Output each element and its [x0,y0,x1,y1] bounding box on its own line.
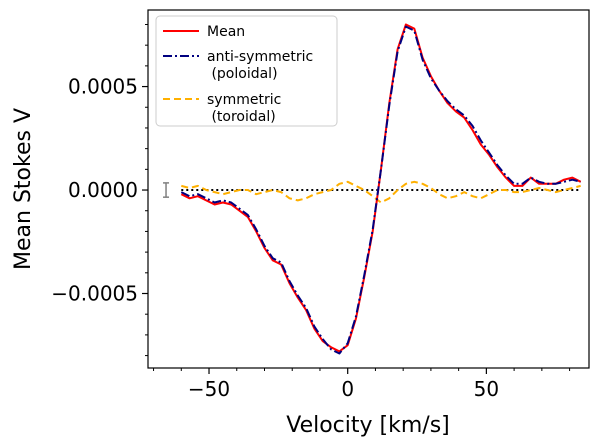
x-tick-label: 50 [474,377,499,401]
x-axis-label: Velocity [km/s] [286,413,450,438]
y-tick-label: 0.0005 [68,75,138,99]
x-tick-label: 0 [341,377,354,401]
y-axis-label: Mean Stokes V [11,108,36,270]
y-tick-label: 0.0000 [68,178,138,202]
series-line-0 [180,23,582,353]
legend-label: anti-symmetric [207,49,313,65]
plot-frame [147,9,590,369]
series-layer [180,23,582,355]
error-bar [163,182,170,198]
legend-box [155,15,338,127]
ticks-layer: −50 0 50 −0.0005 0.0000 0.0005 [51,23,571,401]
legend: Mean anti-symmetric (poloidal) symmetric (… [155,15,338,127]
legend-label: (poloidal) [207,66,278,82]
y-tick-label: −0.0005 [51,282,138,306]
series-line-1 [180,25,581,355]
legend-label: (toroidal) [207,109,276,125]
x-tick-label: −50 [188,377,230,401]
legend-label: Mean [207,24,245,40]
series-line-2 [181,180,581,204]
legend-label: symmetric [207,92,281,108]
